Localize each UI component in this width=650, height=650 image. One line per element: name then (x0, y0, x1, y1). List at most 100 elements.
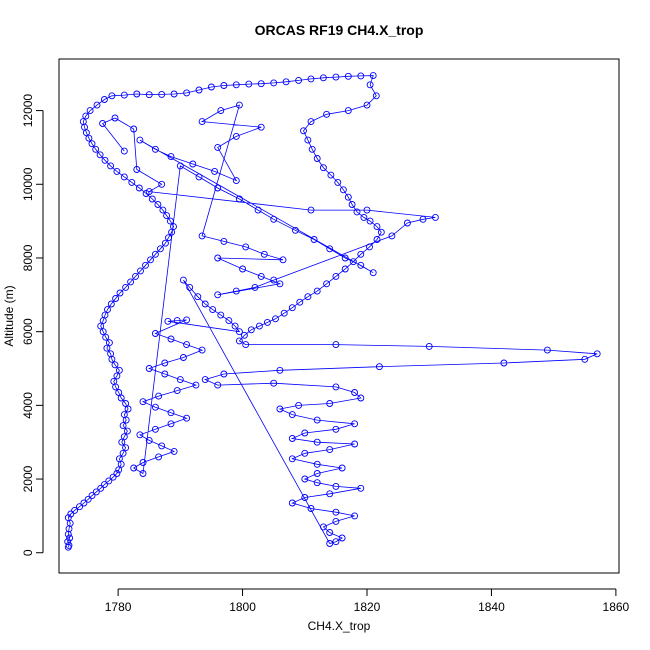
data-point (419, 215, 427, 223)
data-point (102, 333, 110, 341)
data-point (307, 505, 315, 512)
data-point (201, 376, 209, 384)
data-point (217, 107, 225, 115)
data-point (366, 81, 374, 89)
data-point (96, 151, 104, 159)
data-point (115, 466, 123, 474)
data-point (301, 475, 309, 483)
x-tick-label: 1820 (354, 600, 381, 614)
data-point (332, 73, 340, 81)
data-point (139, 398, 147, 406)
data-point (105, 477, 113, 485)
data-point (167, 335, 175, 343)
series-line (67, 75, 598, 548)
data-point (369, 72, 377, 80)
data-point (313, 438, 321, 446)
data-point (156, 245, 164, 253)
data-point (338, 464, 346, 472)
data-point (388, 232, 396, 240)
data-point (115, 366, 123, 374)
plot-frame (58, 58, 620, 574)
data-point (111, 361, 119, 369)
data-point (351, 512, 359, 520)
data-point (313, 479, 321, 487)
data-point (198, 232, 206, 240)
data-point (133, 166, 141, 173)
data-point (158, 442, 166, 450)
data-point (147, 256, 154, 264)
data-point (235, 195, 243, 203)
data-point (113, 167, 121, 175)
data-point (270, 215, 278, 223)
data-point (500, 359, 508, 367)
data-point (232, 177, 240, 185)
data-point (369, 269, 377, 277)
data-point (163, 212, 171, 220)
data-point (151, 145, 159, 153)
data-point (220, 370, 228, 378)
data-point (326, 529, 334, 536)
data-point (67, 510, 75, 518)
data-point (304, 136, 312, 144)
data-point (118, 438, 126, 446)
data-point (360, 213, 368, 221)
data-point (100, 96, 108, 103)
data-point (120, 433, 128, 441)
data-point (71, 506, 79, 514)
data-point (158, 90, 166, 98)
x-axis-label: CH4.X_trop (308, 619, 371, 633)
data-point (326, 400, 334, 407)
y-tick-label: 8000 (21, 244, 35, 271)
data-point (145, 188, 153, 196)
data-point (319, 164, 327, 172)
data-point (151, 250, 159, 258)
data-point (257, 123, 265, 131)
data-point (254, 206, 262, 214)
data-point (326, 245, 334, 253)
data-point (65, 541, 73, 549)
data-point (232, 81, 240, 89)
data-point (107, 350, 115, 358)
data-point (431, 213, 439, 221)
data-point (363, 206, 371, 214)
data-point (100, 481, 108, 489)
data-point (323, 280, 331, 288)
data-point (130, 464, 138, 472)
data-point (313, 155, 321, 162)
data-point (66, 534, 74, 542)
data-point (348, 201, 356, 208)
data-point (295, 76, 303, 84)
data-point (186, 283, 194, 291)
data-point (263, 318, 271, 326)
data-point (353, 208, 361, 216)
data-point (194, 293, 202, 301)
data-point (189, 160, 197, 168)
data-point (122, 444, 130, 452)
data-point (173, 317, 181, 325)
data-point (357, 394, 365, 402)
data-point (313, 287, 321, 295)
data-point (232, 132, 240, 140)
data-point (247, 326, 255, 334)
data-point (220, 237, 228, 245)
x-tick-label: 1860 (603, 600, 630, 614)
data-point (145, 365, 153, 372)
data-point (173, 387, 181, 395)
y-axis-label: Altitude (m) (2, 285, 16, 346)
data-point (145, 436, 153, 444)
data-point (373, 223, 381, 231)
data-point (225, 317, 233, 325)
data-point (291, 226, 299, 234)
data-point (231, 322, 239, 330)
data-point (349, 258, 357, 266)
data-point (217, 311, 225, 319)
series-group (64, 72, 601, 551)
data-point (113, 470, 121, 477)
data-point (137, 267, 144, 275)
data-point (251, 283, 259, 291)
data-point (120, 147, 128, 155)
data-point (176, 376, 184, 384)
y-tick-label: 10000 (21, 167, 35, 201)
data-point (363, 101, 371, 109)
data-point (319, 74, 327, 82)
